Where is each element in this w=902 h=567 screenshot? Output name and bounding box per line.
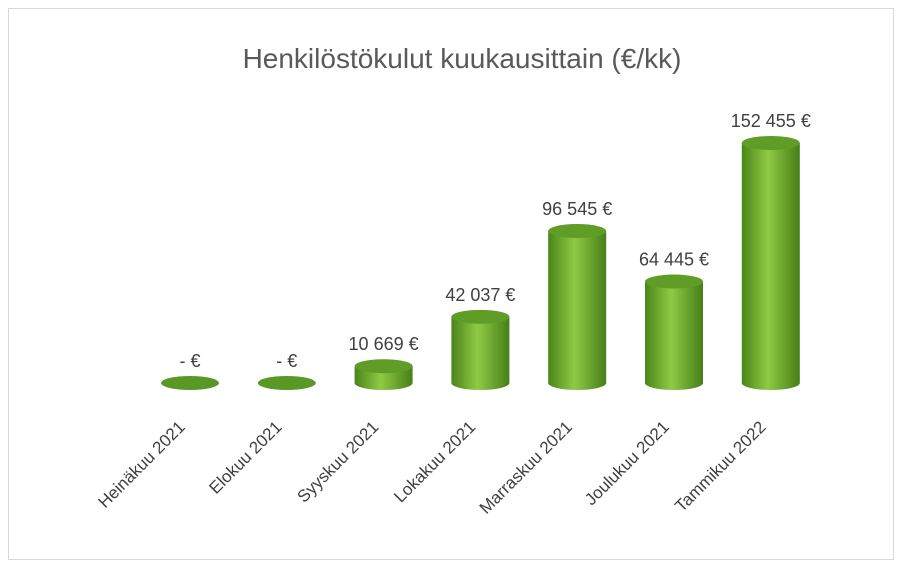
bar-body (741, 143, 800, 390)
bar-top (741, 136, 800, 150)
value-label: 42 037 € (445, 285, 515, 305)
value-label: 152 455 € (731, 111, 811, 131)
bar-body (645, 281, 703, 390)
bar-top (645, 274, 703, 289)
value-label: 64 445 € (639, 250, 709, 270)
bar-top (257, 376, 316, 390)
value-label: - € (276, 351, 297, 371)
bar-top (161, 376, 219, 390)
bar-body (451, 316, 510, 390)
bar-body (548, 231, 607, 390)
bar-top (548, 224, 607, 239)
value-label: - € (179, 351, 200, 371)
bar-top (451, 309, 510, 324)
chart-title: Henkilöstökulut kuukausittain (€/kk) (243, 43, 682, 74)
bar-top (354, 359, 413, 374)
value-label: 10 669 € (349, 334, 419, 354)
value-label: 96 545 € (542, 199, 612, 219)
